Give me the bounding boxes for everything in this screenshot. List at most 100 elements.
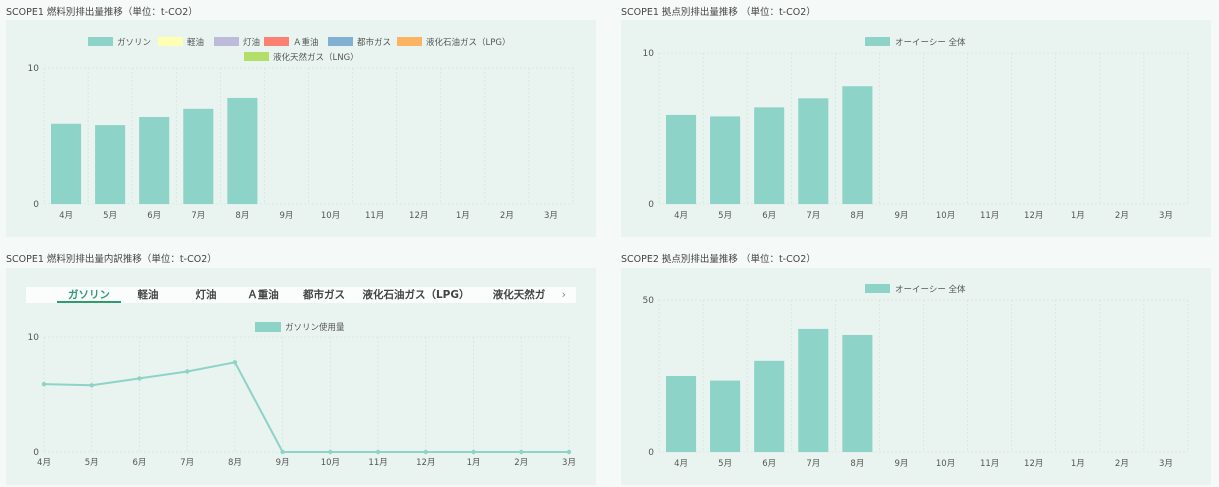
c3-xtick: 7月: [180, 458, 194, 468]
c3-point: [184, 369, 190, 374]
c1-legend-label: 液化天然ガス（LNG）: [273, 52, 359, 63]
p2-title: SCOPE1 拠点別排出量推移 （単位：t-CO2）: [621, 7, 816, 18]
c1-bar: [183, 108, 214, 204]
c1-legend-swatch: [264, 37, 289, 46]
c2-ytick: 0: [648, 200, 654, 210]
c1-ytick: 0: [33, 200, 39, 210]
c3-xtick: 9月: [276, 458, 290, 468]
c1-legend-swatch: [397, 37, 422, 46]
c2-xtick: 2月: [1115, 211, 1129, 221]
c3-point: [519, 449, 524, 455]
c3-point: [41, 381, 47, 387]
c2-xtick: 6月: [762, 211, 776, 221]
c4-xtick: 3月: [1159, 459, 1173, 469]
c1-xtick: 12月: [409, 211, 428, 221]
c2-xtick: 11月: [980, 211, 999, 221]
c2-bar: [798, 98, 829, 204]
c4-xtick: 7月: [806, 459, 820, 469]
c3-xtick: 10月: [321, 458, 340, 468]
c2-bar: [842, 86, 873, 204]
c4-xtick: 11月: [980, 459, 999, 469]
c1-legend-swatch: [214, 37, 239, 46]
c3-xtick: 12月: [416, 458, 435, 468]
c2-legend-label: オーイーシー 全体: [895, 37, 966, 48]
c3-xtick: 3月: [562, 458, 576, 468]
c1-xtick: 8月: [235, 211, 249, 221]
c2-xtick: 3月: [1159, 211, 1173, 221]
tab-gasoline[interactable]: ガソリン: [68, 289, 110, 301]
c1-legend-swatch: [328, 37, 353, 46]
c2-ytick: 10: [643, 49, 655, 59]
c1-xtick: 9月: [279, 211, 293, 221]
c1-bar: [227, 97, 258, 204]
c2-bar: [754, 107, 785, 204]
p1-title: SCOPE1 燃料別排出量推移（単位：t-CO2）: [6, 7, 198, 18]
c2-xtick: 9月: [894, 211, 908, 221]
tab-heavy-oil[interactable]: Ａ重油: [247, 289, 279, 301]
c4-legend-swatch: [865, 284, 890, 293]
c4-xtick: 4月: [674, 459, 688, 469]
c3-xtick: 1月: [467, 458, 481, 468]
tab-lng[interactable]: 液化天然ガ: [492, 289, 546, 301]
c4-xtick: 12月: [1024, 459, 1043, 469]
c1-legend-swatch: [244, 52, 269, 61]
chevron-right-icon[interactable]: ›: [561, 288, 566, 301]
c4-bar: [754, 360, 785, 452]
c2-xtick: 4月: [674, 211, 688, 221]
c3-legend-swatch: [255, 322, 281, 332]
c1-xtick: 4月: [59, 211, 73, 221]
c1-bar: [139, 116, 170, 204]
c4-legend-label: オーイーシー 全体: [895, 284, 966, 295]
tab-city-gas[interactable]: 都市ガス: [303, 289, 345, 301]
c2-xtick: 5月: [718, 211, 732, 221]
c1-xtick: 6月: [147, 211, 161, 221]
c3-xtick: 8月: [228, 458, 242, 468]
c4-bar: [842, 334, 873, 452]
c3-point: [137, 376, 142, 381]
c1-bar: [51, 123, 82, 204]
c1-legend-label: 灯油: [243, 37, 260, 48]
c3-ytick: 0: [33, 448, 39, 458]
c4-bar: [666, 376, 697, 452]
c2-bar: [710, 116, 741, 204]
c3-xtick: 6月: [132, 458, 146, 468]
p4-title: SCOPE2 拠点別排出量推移 （単位：t-CO2）: [621, 254, 816, 265]
c4-xtick: 6月: [762, 459, 776, 469]
c1-legend-swatch: [88, 37, 113, 46]
c1-xtick: 3月: [544, 211, 558, 221]
c3-xtick: 2月: [514, 458, 528, 468]
c3-point: [232, 360, 238, 365]
c3-xtick: 4月: [37, 458, 51, 468]
c2-xtick: 7月: [806, 211, 820, 221]
c4-xtick: 1月: [1071, 459, 1085, 469]
tab-lpg[interactable]: 液化石油ガス（LPG）: [362, 289, 470, 301]
c2-xtick: 1月: [1071, 211, 1085, 221]
c3-xtick: 11月: [368, 458, 387, 468]
c3-point: [328, 449, 333, 455]
c2-xtick: 12月: [1024, 211, 1043, 221]
c1-xtick: 7月: [191, 211, 205, 221]
c1-legend-swatch: [158, 37, 183, 46]
tab-kerosene[interactable]: 灯油: [195, 289, 217, 301]
c1-xtick: 2月: [500, 211, 514, 221]
c3-point: [375, 449, 381, 455]
c4-ytick: 50: [643, 296, 655, 306]
c1-ytick: 10: [28, 64, 40, 74]
c4-bar: [798, 328, 829, 452]
c2-xtick: 8月: [850, 211, 864, 221]
c1-xtick: 5月: [103, 211, 117, 221]
c4-xtick: 9月: [894, 459, 908, 469]
c1-legend-label: ガソリン: [117, 37, 151, 48]
c4-xtick: 10月: [936, 459, 955, 469]
c1-legend-label: 軽油: [187, 37, 204, 48]
c1-legend-label: 液化石油ガス（LPG）: [426, 37, 510, 48]
c3-ytick: 10: [28, 333, 40, 343]
tab-light-oil[interactable]: 軽油: [137, 289, 159, 301]
c2-bar: [666, 114, 697, 204]
active-tab-underline: [57, 301, 121, 303]
c1-legend-label: Ａ重油: [293, 37, 319, 48]
c3-point: [471, 449, 476, 455]
c4-xtick: 5月: [718, 459, 732, 469]
p3-panel: [6, 268, 596, 485]
